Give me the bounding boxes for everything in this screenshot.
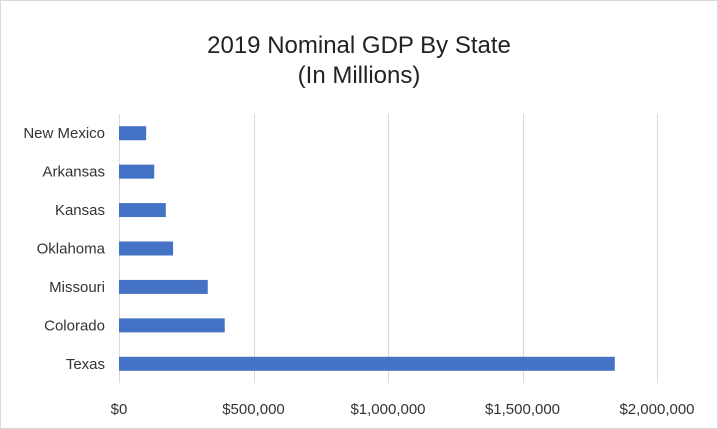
x-tick-label: $1,500,000 [485,401,560,418]
y-tick-label: Kansas [55,202,105,219]
y-tick-label: Missouri [49,279,105,296]
x-tick-label: $1,000,000 [350,401,425,418]
gridlines [119,114,658,383]
chart-title-line-1: 2019 Nominal GDP By State [207,32,511,59]
x-axis-labels: $0 $500,000 $1,000,000 $1,500,000 $2,000,000 [111,401,695,418]
chart-title-line-2: (In Millions) [298,62,421,89]
bar [119,203,166,218]
y-tick-label: Texas [66,356,105,373]
bar [119,241,174,256]
x-tick-label: $2,000,000 [619,401,694,418]
y-tick-label: Oklahoma [37,241,106,258]
bar [119,356,615,371]
bar [119,164,155,179]
y-tick-label: Arkansas [42,164,105,181]
y-tick-label: New Mexico [23,125,105,142]
bar [119,126,147,141]
x-tick-label: $0 [111,401,128,418]
bar [119,279,208,294]
bars [119,126,615,371]
x-tick-label: $500,000 [222,401,285,418]
y-tick-label: Colorado [44,317,105,334]
y-axis-labels: New Mexico Arkansas Kansas Oklahoma Missouri… [23,125,105,373]
bar [119,318,225,333]
